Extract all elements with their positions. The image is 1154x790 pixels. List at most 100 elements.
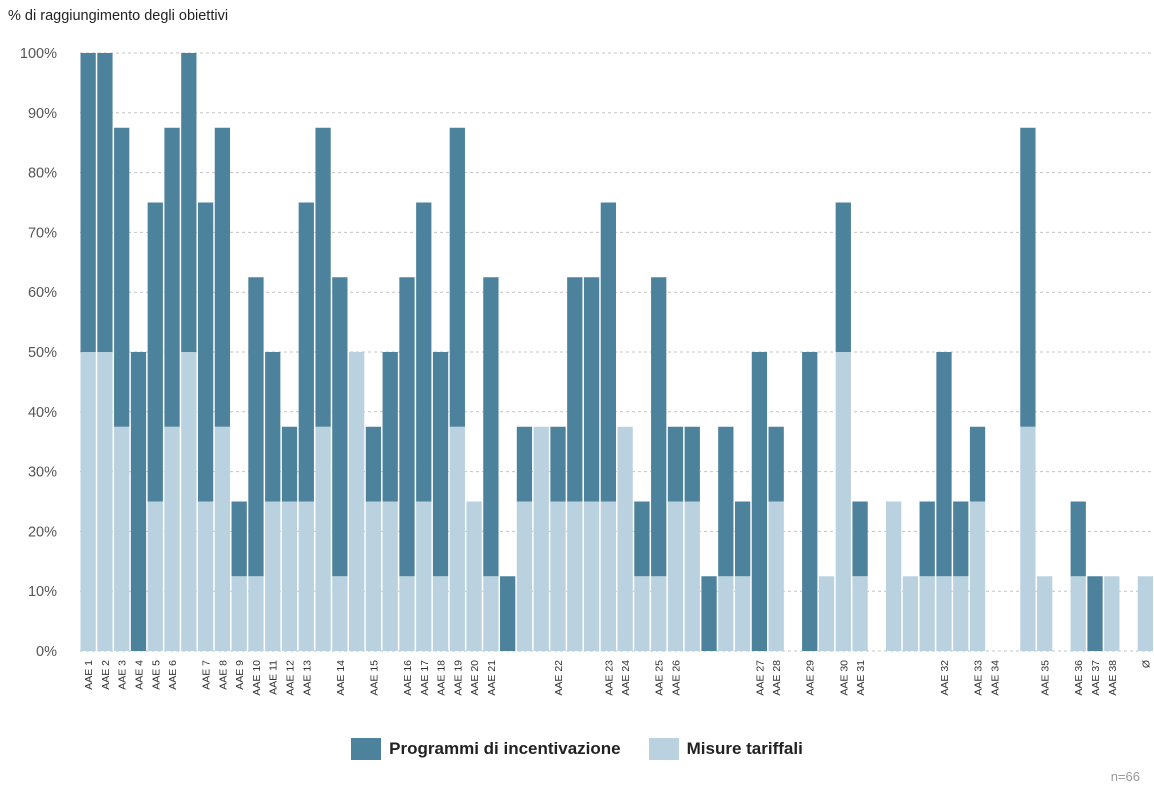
bar-incentivazione xyxy=(936,352,952,577)
legend-label-incentivazione: Programmi di incentivazione xyxy=(389,739,621,758)
bar-incentivazione xyxy=(953,501,969,577)
bar-incentivazione xyxy=(181,53,197,352)
x-tick-label: AAE 27 xyxy=(754,660,766,696)
bar-tariffali xyxy=(886,501,902,651)
bar-tariffali xyxy=(1070,576,1086,651)
bar-incentivazione xyxy=(583,277,600,502)
bar-tariffali xyxy=(936,576,952,651)
x-tick-label: AAE 17 xyxy=(419,660,431,696)
bar-incentivazione xyxy=(718,426,734,577)
bar-tariffali xyxy=(1037,576,1053,651)
bar-incentivazione xyxy=(315,127,331,427)
bar-tariffali xyxy=(583,501,600,651)
y-tick-label: 30% xyxy=(28,465,57,481)
y-tick-label: 90% xyxy=(28,106,57,122)
bar-tariffali xyxy=(617,426,633,651)
x-tick-label: AAE 34 xyxy=(989,660,1001,696)
bar-tariffali xyxy=(231,576,247,651)
y-tick-label: 40% xyxy=(28,405,57,421)
x-tick-label: AAE 20 xyxy=(469,660,481,696)
x-tick-label: AAE 29 xyxy=(805,660,817,696)
bar-incentivazione xyxy=(281,426,298,502)
bar-incentivazione xyxy=(449,127,465,427)
y-tick-label: 80% xyxy=(28,166,57,182)
bar-incentivazione xyxy=(768,426,784,502)
legend-item-tariffali: Misure tariffali xyxy=(648,738,803,760)
bar-incentivazione xyxy=(600,202,616,502)
x-tick-label: AAE 37 xyxy=(1090,660,1102,696)
bar-tariffali xyxy=(852,576,868,651)
bar-incentivazione xyxy=(80,53,96,352)
bar-tariffali xyxy=(80,352,96,651)
x-tick-label: AAE 11 xyxy=(268,660,280,695)
bar-incentivazione xyxy=(382,352,398,502)
x-tick-label: AAE 15 xyxy=(368,660,380,696)
bar-incentivazione xyxy=(802,352,818,651)
bar-incentivazione xyxy=(634,501,650,577)
bar-tariffali xyxy=(298,501,314,651)
bar-incentivazione xyxy=(684,426,700,502)
bar-tariffali xyxy=(634,576,650,651)
y-tick-label: 60% xyxy=(28,285,57,301)
x-tick-label: AAE 16 xyxy=(402,660,414,696)
y-tick-label: 10% xyxy=(28,584,57,600)
bar-tariffali xyxy=(265,501,281,651)
bar-tariffali xyxy=(164,426,180,651)
bar-tariffali xyxy=(114,426,130,651)
bar-incentivazione xyxy=(701,576,717,651)
chart-title: % di raggiungimento degli obiettivi xyxy=(8,8,229,24)
bar-tariffali xyxy=(332,576,348,651)
bar-incentivazione xyxy=(969,426,986,502)
bar-tariffali xyxy=(1137,576,1153,651)
stacked-bar-chart: AAE 1 AAE 2 AAE 3 AAE 4 AAE 5 AAE 6 AAE 7 AAE 8… xyxy=(20,46,1154,696)
bar-incentivazione xyxy=(248,277,264,577)
bar-tariffali xyxy=(483,576,499,651)
bar-tariffali xyxy=(399,576,415,651)
x-tick-label: AAE 26 xyxy=(670,660,682,696)
bar-incentivazione xyxy=(667,426,684,502)
bar-incentivazione xyxy=(1020,127,1036,427)
bar-tariffali xyxy=(315,426,331,651)
x-tick-label: AAE 3 xyxy=(117,660,129,690)
bar-tariffali xyxy=(567,501,583,651)
x-tick-label: AAE 13 xyxy=(301,660,313,696)
x-tick-label: AAE 33 xyxy=(973,660,985,696)
bar-tariffali xyxy=(835,352,851,651)
bar-incentivazione xyxy=(432,352,449,577)
x-tick-label: Ø xyxy=(1140,660,1152,668)
legend-swatch-incentivazione xyxy=(351,738,382,760)
x-tick-label: AAE 25 xyxy=(654,660,666,696)
bar-tariffali xyxy=(1020,426,1036,651)
x-tick-label: AAE 7 xyxy=(201,660,213,690)
x-tick-label: AAE 1 xyxy=(83,660,95,690)
bar-tariffali xyxy=(147,501,163,651)
bar-tariffali xyxy=(718,576,734,651)
x-tick-label: AAE 12 xyxy=(285,660,297,696)
bar-tariffali xyxy=(248,576,264,651)
x-labels-layer: AAE 1 AAE 2 AAE 3 AAE 4 AAE 5 AAE 6 AAE 7 AAE 8… xyxy=(83,660,1152,696)
bar-tariffali xyxy=(365,501,382,651)
bar-incentivazione xyxy=(1070,501,1086,577)
y-tick-label: 100% xyxy=(20,46,57,62)
bar-incentivazione xyxy=(483,277,499,577)
bar-tariffali xyxy=(449,426,465,651)
bar-tariffali xyxy=(281,501,298,651)
bar-incentivazione xyxy=(852,501,868,577)
bar-tariffali xyxy=(416,501,432,651)
bars-layer xyxy=(80,53,1153,651)
bar-incentivazione xyxy=(231,501,247,577)
bar-tariffali xyxy=(432,576,449,651)
bar-tariffali xyxy=(969,501,986,651)
y-tick-label: 50% xyxy=(28,345,57,361)
bar-incentivazione xyxy=(516,426,533,502)
bar-incentivazione xyxy=(500,576,516,651)
bar-incentivazione xyxy=(114,127,130,427)
legend-swatch-tariffali xyxy=(648,738,679,760)
bar-incentivazione xyxy=(550,426,566,502)
bar-incentivazione xyxy=(214,127,231,427)
bar-incentivazione xyxy=(265,352,281,502)
legend-label-tariffali: Misure tariffali xyxy=(686,739,803,758)
bar-incentivazione xyxy=(416,202,432,502)
bar-tariffali xyxy=(97,352,113,651)
bar-incentivazione xyxy=(651,277,667,577)
